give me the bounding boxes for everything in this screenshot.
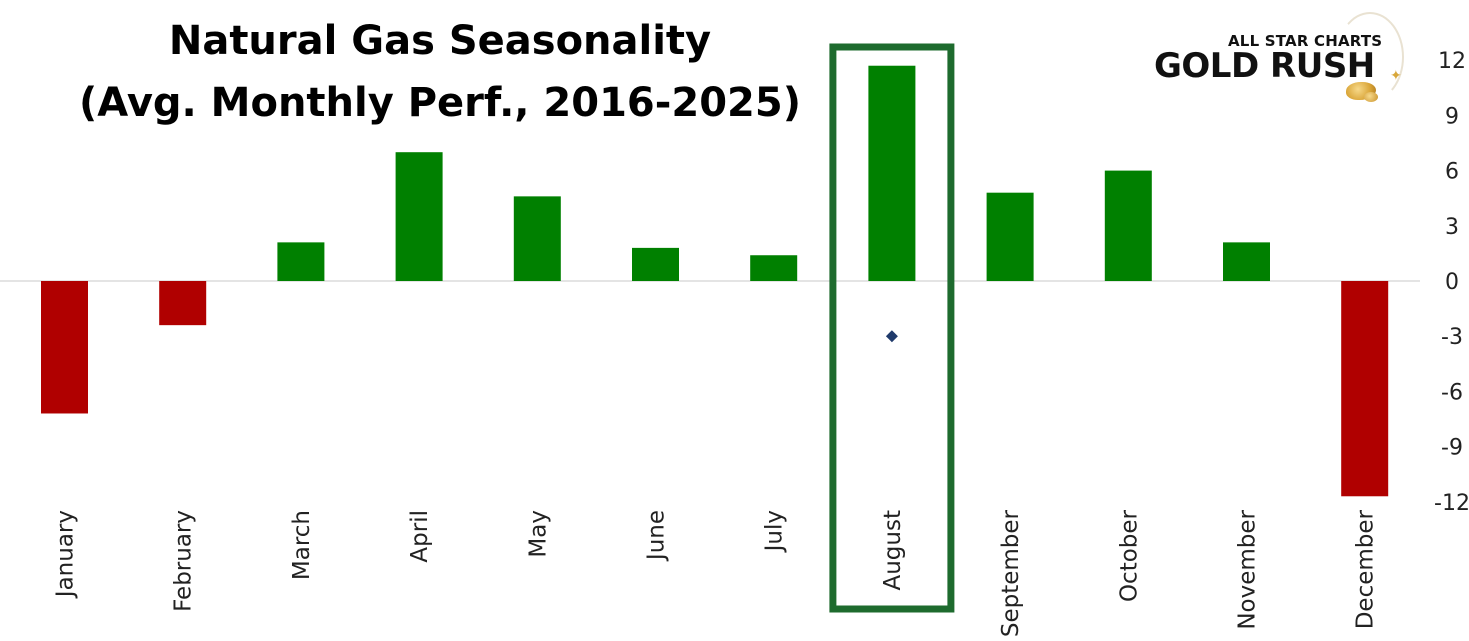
bar-march xyxy=(277,242,325,281)
chart-title-line-2: (Avg. Monthly Perf., 2016-2025) xyxy=(79,80,801,126)
y-tick-label: 6 xyxy=(1445,160,1459,185)
x-tick-label-march: March xyxy=(289,510,315,580)
bar-august xyxy=(868,65,916,281)
bar-october xyxy=(1104,170,1152,281)
y-tick-label: 12 xyxy=(1438,49,1466,74)
y-tick-label: 0 xyxy=(1445,270,1459,295)
chart-title-line-1: Natural Gas Seasonality xyxy=(168,18,712,64)
bar-november xyxy=(1223,242,1270,281)
x-tick-label-december: December xyxy=(1353,509,1379,629)
bar-january xyxy=(41,281,88,414)
y-tick-label: -12 xyxy=(1434,491,1469,516)
highlight-box-august xyxy=(829,43,955,613)
bar-april xyxy=(395,152,443,281)
gold-rush-logo: ALL STAR CHARTS GOLD RUSH ✦ xyxy=(1150,12,1410,110)
y-tick-label: -3 xyxy=(1441,325,1463,350)
y-tick-label: -6 xyxy=(1441,380,1463,405)
avg-marker-diamond xyxy=(885,330,898,343)
x-tick-label-july: July xyxy=(762,510,788,553)
x-tick-label-november: November xyxy=(1235,509,1261,629)
x-tick-label-january: January xyxy=(53,510,79,599)
y-tick-label: -9 xyxy=(1441,436,1463,461)
y-tick-label: 3 xyxy=(1445,215,1459,240)
bar-september xyxy=(986,192,1034,281)
sparkle-icon: ✦ xyxy=(1390,68,1402,84)
x-tick-label-february: February xyxy=(171,510,197,612)
bar-may xyxy=(513,196,561,281)
x-tick-label-april: April xyxy=(407,510,433,563)
x-tick-label-august: August xyxy=(880,510,906,591)
logo-arc-icon xyxy=(1336,12,1404,102)
logo-main-text: GOLD RUSH xyxy=(1154,46,1375,86)
x-tick-label-october: October xyxy=(1116,509,1142,602)
x-tick-label-september: September xyxy=(998,509,1024,637)
bar-june xyxy=(632,247,679,281)
y-tick-label: 9 xyxy=(1445,104,1459,129)
x-tick-label-june: June xyxy=(644,510,670,562)
bar-december xyxy=(1341,281,1389,497)
gold-nugget-small-icon xyxy=(1364,92,1378,102)
x-tick-label-may: May xyxy=(525,510,551,558)
bar-february xyxy=(159,281,207,326)
logo-top-text: ALL STAR CHARTS xyxy=(1228,32,1383,50)
bar-july xyxy=(750,255,798,281)
